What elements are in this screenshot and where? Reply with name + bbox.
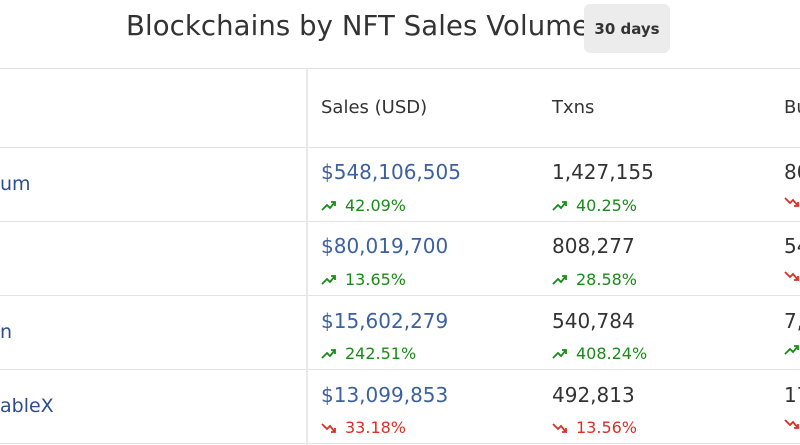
row-divider bbox=[0, 295, 800, 296]
trend-up-icon bbox=[321, 200, 336, 211]
sales-change-value: 42.09% bbox=[345, 196, 407, 215]
txns-change-value: 13.56% bbox=[576, 418, 638, 437]
header-divider bbox=[0, 147, 800, 148]
txns-value: 540,784 bbox=[552, 309, 635, 333]
period-selector-button[interactable]: 30 days bbox=[584, 4, 670, 53]
buyers-change bbox=[784, 270, 800, 282]
txns-change-value: 28.58% bbox=[576, 270, 638, 289]
column-header-sales[interactable]: Sales (USD) bbox=[321, 97, 428, 118]
sales-change: 33.18% bbox=[321, 418, 406, 437]
sales-change-value: 242.51% bbox=[345, 344, 417, 363]
chain-link[interactable]: ableX bbox=[0, 395, 54, 417]
sales-change-value: 13.65% bbox=[345, 270, 407, 289]
buyers-value: 80 bbox=[784, 160, 800, 184]
buyers-change bbox=[784, 418, 800, 430]
trend-up-icon bbox=[321, 274, 336, 285]
chain-link[interactable]: n bbox=[0, 321, 13, 343]
trend-up-icon bbox=[321, 348, 336, 359]
trend-up-icon bbox=[552, 274, 567, 285]
sales-value: $13,099,853 bbox=[321, 383, 449, 407]
trend-down-icon bbox=[321, 422, 336, 433]
txns-change: 13.56% bbox=[552, 418, 637, 437]
sales-change: 13.65% bbox=[321, 270, 406, 289]
trend-down-icon bbox=[784, 197, 799, 207]
trend-down-icon bbox=[784, 419, 799, 429]
sales-value: $15,602,279 bbox=[321, 309, 449, 333]
sales-change: 42.09% bbox=[321, 196, 406, 215]
buyers-change bbox=[784, 196, 800, 208]
trend-down-icon bbox=[784, 271, 799, 281]
sales-value: $80,019,700 bbox=[321, 234, 449, 258]
trend-up-icon bbox=[784, 345, 799, 355]
chain-link[interactable]: um bbox=[0, 173, 31, 195]
row-divider bbox=[0, 443, 800, 444]
trend-up-icon bbox=[552, 200, 567, 211]
table-top-border bbox=[0, 68, 800, 69]
trend-down-icon bbox=[552, 422, 567, 433]
trend-up-icon bbox=[552, 348, 567, 359]
column-header-buyers[interactable]: Bu bbox=[784, 97, 800, 118]
page-title: Blockchains by NFT Sales Volume bbox=[126, 10, 590, 42]
txns-change: 28.58% bbox=[552, 270, 637, 289]
sales-change: 242.51% bbox=[321, 344, 416, 363]
buyers-value: 7, bbox=[784, 309, 800, 333]
txns-change: 408.24% bbox=[552, 344, 647, 363]
row-divider bbox=[0, 221, 800, 222]
page-header: Blockchains by NFT Sales Volume 30 days bbox=[0, 0, 800, 68]
column-divider bbox=[306, 68, 308, 445]
txns-value: 1,427,155 bbox=[552, 160, 654, 184]
txns-change: 40.25% bbox=[552, 196, 637, 215]
column-header-txns[interactable]: Txns bbox=[552, 97, 595, 118]
sales-value: $548,106,505 bbox=[321, 160, 461, 184]
txns-value: 492,813 bbox=[552, 383, 635, 407]
buyers-value: 17 bbox=[784, 383, 800, 407]
row-divider bbox=[0, 369, 800, 370]
txns-value: 808,277 bbox=[552, 234, 635, 258]
txns-change-value: 40.25% bbox=[576, 196, 638, 215]
buyers-change bbox=[784, 344, 800, 356]
buyers-value: 54 bbox=[784, 234, 800, 258]
sales-change-value: 33.18% bbox=[345, 418, 407, 437]
txns-change-value: 408.24% bbox=[576, 344, 648, 363]
